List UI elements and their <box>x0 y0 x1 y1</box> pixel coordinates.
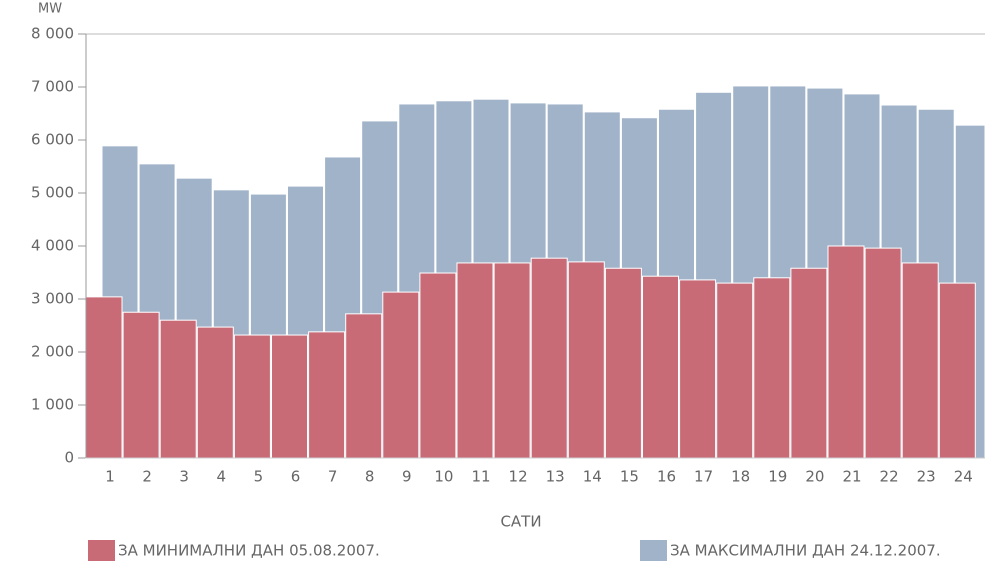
x-tick-label: 21 <box>842 468 861 486</box>
bar <box>85 296 123 459</box>
bar <box>159 319 197 459</box>
legend-swatch <box>88 540 115 561</box>
y-tick-label: 4 000 <box>31 237 74 255</box>
x-tick-label: 1 <box>105 468 115 486</box>
bar <box>567 261 605 459</box>
x-tick-label: 3 <box>179 468 189 486</box>
bar <box>716 282 754 459</box>
y-tick-label: 6 000 <box>31 131 74 149</box>
bar <box>382 291 420 459</box>
x-tick-label: 18 <box>731 468 750 486</box>
y-tick-label: 2 000 <box>31 343 74 361</box>
bar <box>790 267 828 459</box>
x-tick-label: 10 <box>434 468 453 486</box>
bar <box>345 313 383 459</box>
x-tick-label: 24 <box>954 468 973 486</box>
x-tick-label: 7 <box>328 468 338 486</box>
bar <box>493 262 531 459</box>
x-tick-label: 19 <box>768 468 787 486</box>
bar <box>864 247 902 459</box>
legend-label: ЗА МИНИМАЛНИ ДАН 05.08.2007. <box>118 542 380 560</box>
x-tick-label: 15 <box>620 468 639 486</box>
y-tick-label: 3 000 <box>31 290 74 308</box>
bar <box>456 262 494 459</box>
bar <box>901 262 939 459</box>
bar <box>196 326 234 459</box>
x-tick-label: 2 <box>142 468 152 486</box>
bar <box>271 334 308 459</box>
bar <box>308 331 346 459</box>
x-tick-label: 4 <box>217 468 227 486</box>
legend-label: ЗА МАКСИМАЛНИ ДАН 24.12.2007. <box>670 542 941 560</box>
x-tick-label: 23 <box>917 468 936 486</box>
y-tick-label: 0 <box>64 449 74 467</box>
x-tick-label: 14 <box>583 468 602 486</box>
bar <box>604 267 642 459</box>
x-tick-label: 8 <box>365 468 375 486</box>
x-tick-label: 17 <box>694 468 713 486</box>
x-tick-label: 6 <box>291 468 301 486</box>
x-tick-label: 16 <box>657 468 676 486</box>
x-tick-label: 11 <box>471 468 490 486</box>
bar <box>642 275 679 459</box>
bar <box>233 334 271 459</box>
bar <box>530 257 568 459</box>
y-axis-label: MW <box>38 2 62 17</box>
y-tick-label: 1 000 <box>31 396 74 414</box>
bar <box>122 311 160 459</box>
y-tick-label: 7 000 <box>31 78 74 96</box>
x-tick-label: 20 <box>805 468 824 486</box>
x-axis-label: САТИ <box>500 513 541 531</box>
bar <box>753 277 791 459</box>
x-tick-label: 22 <box>880 468 899 486</box>
x-tick-label: 12 <box>509 468 528 486</box>
y-tick-label: 5 000 <box>31 184 74 202</box>
y-tick-label: 8 000 <box>31 25 74 43</box>
bar <box>679 279 717 459</box>
legend-swatch <box>640 540 667 561</box>
x-tick-label: 13 <box>546 468 565 486</box>
bar <box>827 245 865 459</box>
x-tick-label: 9 <box>402 468 412 486</box>
bar <box>419 272 457 459</box>
x-tick-label: 5 <box>254 468 264 486</box>
bar <box>938 282 976 459</box>
